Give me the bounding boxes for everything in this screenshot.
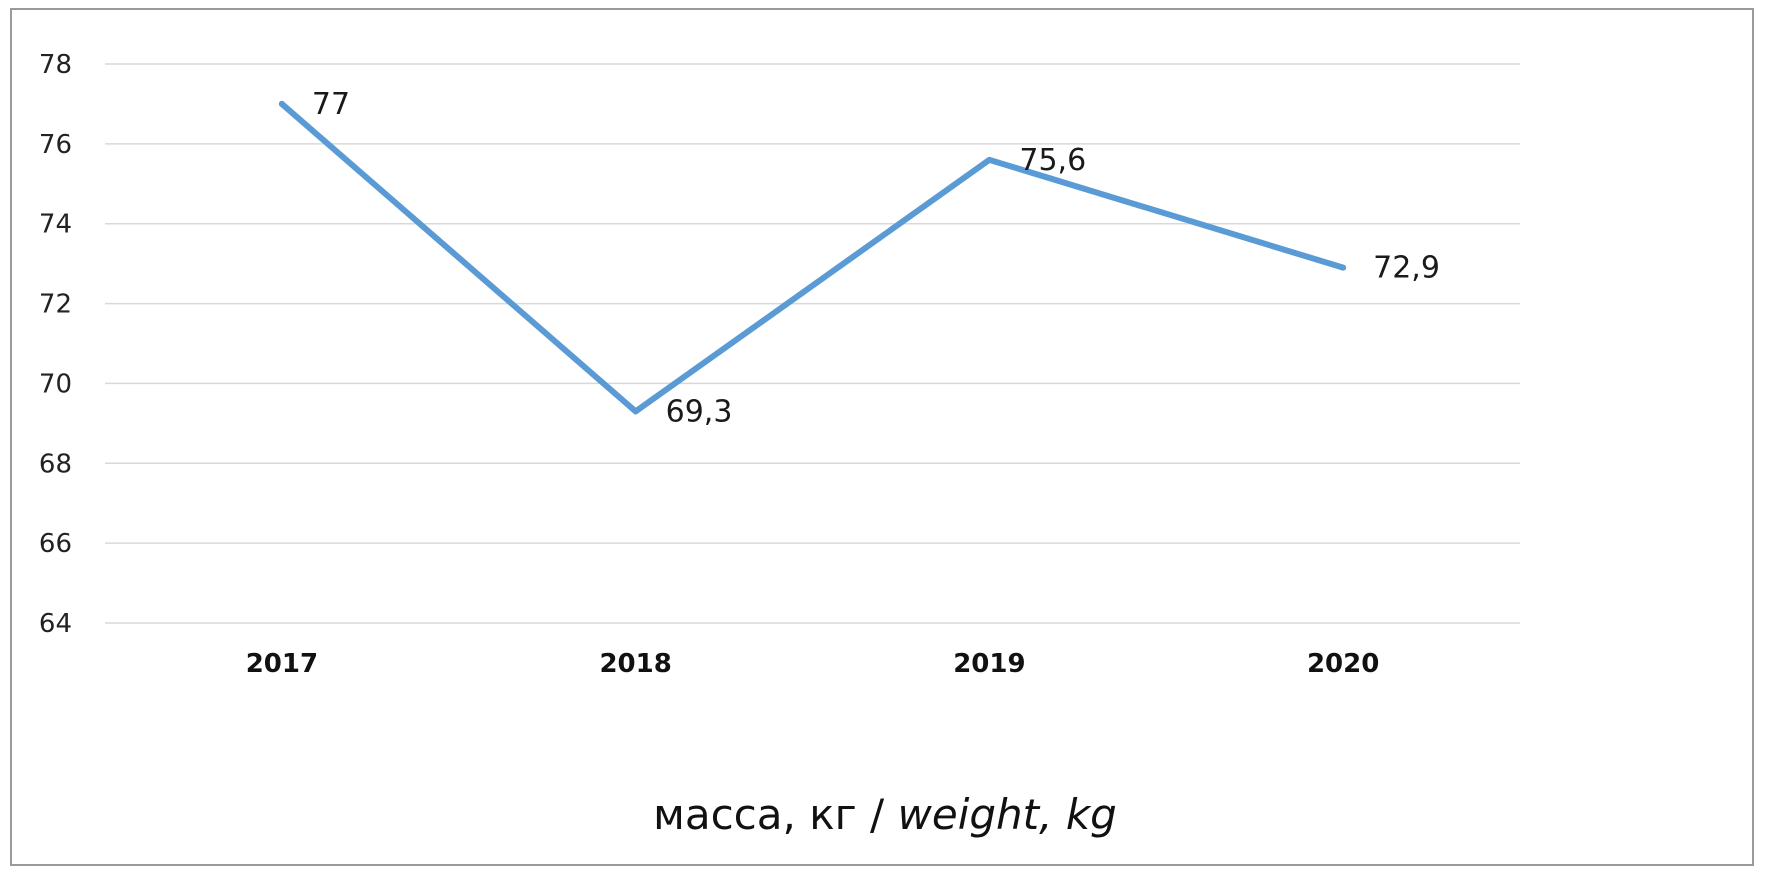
x-axis-title-ru: масса, кг / [653, 790, 898, 839]
x-axis-title-en: weight, kg [897, 790, 1117, 839]
y-tick-label: 74 [39, 210, 72, 240]
data-point [1340, 264, 1347, 271]
y-tick-label: 72 [39, 290, 72, 320]
data-point [986, 156, 993, 163]
x-axis-title: масса, кг / weight, kg [0, 790, 1770, 839]
x-axis-ticks: 2017 2018 2019 2020 [246, 649, 1380, 679]
y-tick-label: 76 [39, 130, 72, 160]
x-tick-label: 2018 [599, 649, 671, 679]
data-label: 77 [312, 87, 350, 122]
data-labels: 77 69,3 75,6 72,9 [312, 87, 1440, 429]
y-tick-label: 66 [39, 529, 72, 559]
series-line-0 [278, 100, 1347, 415]
data-label: 69,3 [666, 394, 733, 429]
x-tick-label: 2017 [246, 649, 318, 679]
gridlines [105, 63, 1520, 624]
data-label: 72,9 [1373, 251, 1440, 286]
series-line [278, 100, 1347, 415]
y-tick-label: 70 [39, 369, 72, 399]
x-tick-label: 2019 [953, 649, 1025, 679]
chart-frame [10, 8, 1754, 866]
y-tick-label: 64 [39, 609, 72, 639]
x-tick-label: 2020 [1307, 649, 1379, 679]
data-label: 75,6 [1019, 143, 1086, 178]
y-tick-label: 78 [39, 50, 72, 80]
data-point [278, 100, 285, 107]
y-axis-ticks: 64 66 68 70 72 74 76 78 [39, 50, 72, 639]
y-tick-label: 68 [39, 449, 72, 479]
data-point [632, 408, 639, 415]
